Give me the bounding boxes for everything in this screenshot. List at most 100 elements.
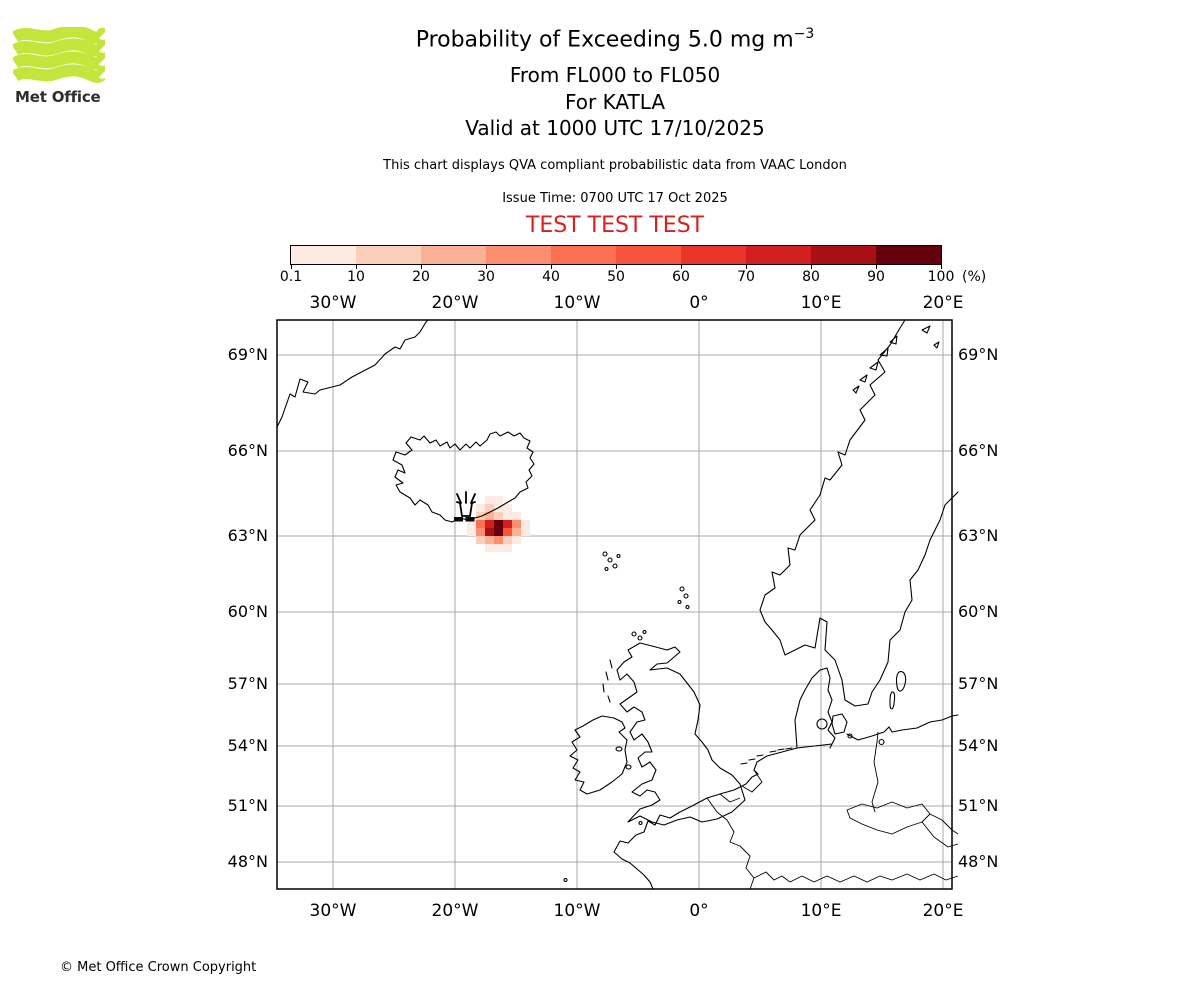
- graticule: [277, 320, 952, 889]
- plume-cell: [503, 528, 512, 536]
- lat-label: 48°N: [227, 852, 268, 871]
- colorbar-tick-label: 10: [347, 269, 365, 285]
- lat-label: 54°N: [958, 736, 999, 755]
- plume-cell: [503, 536, 512, 544]
- plume-cell: [485, 496, 494, 504]
- lon-label: 20°E: [922, 293, 964, 313]
- plume-cell: [485, 536, 494, 544]
- lat-label: 63°N: [958, 526, 999, 545]
- plume-cell: [485, 504, 494, 512]
- plume-cell: [512, 520, 521, 528]
- colorbar-tick: [421, 265, 422, 269]
- colorbar-tick-label: 70: [737, 269, 755, 285]
- copyright-notice: © Met Office Crown Copyright: [60, 960, 257, 975]
- met-office-logo-text: Met Office: [15, 88, 101, 106]
- plume-cell: [503, 520, 512, 528]
- lon-label: 10°E: [800, 293, 842, 313]
- plume-cell: [512, 536, 521, 544]
- colorbar-segment: [811, 246, 876, 264]
- colorbar-segment: [291, 246, 356, 264]
- plume-cell: [512, 512, 521, 520]
- lat-label: 69°N: [227, 345, 268, 364]
- subtitle-valid-time: Valid at 1000 UTC 17/10/2025: [465, 116, 765, 140]
- probability-colorbar: [290, 245, 942, 265]
- plume-cell: [485, 528, 494, 536]
- coastline-greenland: [276, 319, 429, 428]
- lon-label: 30°W: [309, 293, 357, 313]
- plume-cell: [494, 512, 503, 520]
- colorbar-segment: [551, 246, 616, 264]
- colorbar-tick-label: 80: [802, 269, 820, 285]
- colorbar-segment: [616, 246, 681, 264]
- lon-label: 20°E: [922, 901, 964, 921]
- colorbar-tick: [681, 265, 682, 269]
- plume-cell: [494, 528, 503, 536]
- lat-label: 48°N: [958, 852, 999, 871]
- plume-cell: [521, 520, 530, 528]
- lon-label: 0°: [689, 901, 709, 921]
- coastline-british-isles: [569, 551, 746, 826]
- colorbar-segment: [876, 246, 941, 264]
- plume-cell: [494, 496, 503, 504]
- plume-cell: [485, 544, 494, 552]
- coastline-continental-europe: [563, 667, 959, 890]
- test-banner: TEST TEST TEST: [525, 213, 705, 238]
- colorbar-tick-label: 90: [867, 269, 885, 285]
- lat-label: 57°N: [227, 674, 268, 693]
- coastline-scandinavia: [759, 319, 959, 746]
- colorbar-segment: [421, 246, 486, 264]
- plume-cell: [467, 520, 476, 528]
- lon-label: 20°W: [431, 293, 479, 313]
- colorbar-tick-label: 40: [542, 269, 560, 285]
- lon-label: 10°W: [553, 901, 601, 921]
- lat-label: 60°N: [958, 602, 999, 621]
- plume-cell: [494, 520, 503, 528]
- lon-label: 0°: [689, 293, 709, 313]
- lat-label: 51°N: [958, 796, 999, 815]
- plume-cell: [494, 536, 503, 544]
- plume-cell: [503, 544, 512, 552]
- colorbar-segment: [486, 246, 551, 264]
- plume-cell: [485, 512, 494, 520]
- colorbar-tick: [941, 265, 942, 269]
- plume-cell: [521, 528, 530, 536]
- colorbar-tick-label: 0.1: [279, 269, 303, 285]
- page-title: Probability of Exceeding 5.0 mg m−3: [415, 26, 815, 53]
- ash-probability-plume: [467, 496, 530, 552]
- map-canvas: [276, 319, 959, 890]
- map-frame: [276, 319, 953, 890]
- colorbar-tick: [551, 265, 552, 269]
- volcano-icon: [454, 491, 476, 522]
- lat-label: 69°N: [958, 345, 999, 364]
- lon-label: 10°E: [800, 901, 842, 921]
- subtitle-flight-levels: From FL000 to FL050: [509, 63, 721, 87]
- colorbar-segment: [746, 246, 811, 264]
- lat-label: 66°N: [958, 441, 999, 460]
- colorbar-tick-label: 30: [477, 269, 495, 285]
- plume-cell: [503, 512, 512, 520]
- colorbar-tick: [811, 265, 812, 269]
- plume-cell: [485, 520, 494, 528]
- lon-label: 10°W: [553, 293, 601, 313]
- colorbar-segment: [356, 246, 421, 264]
- met-office-logo-waves-icon: [13, 27, 105, 83]
- plume-cell: [476, 520, 485, 528]
- lat-label: 60°N: [227, 602, 268, 621]
- lon-label: 30°W: [309, 901, 357, 921]
- lat-label: 63°N: [227, 526, 268, 545]
- lat-label: 54°N: [227, 736, 268, 755]
- title-exponent: −3: [793, 26, 815, 42]
- colorbar-tick: [876, 265, 877, 269]
- colorbar-tick: [291, 265, 292, 269]
- plume-cell: [476, 536, 485, 544]
- coastline-iceland: [392, 431, 535, 523]
- colorbar-tick: [616, 265, 617, 269]
- subtitle-volcano: For KATLA: [565, 90, 665, 114]
- lon-label: 20°W: [431, 901, 479, 921]
- colorbar-tick: [746, 265, 747, 269]
- colorbar-tick-label: 60: [672, 269, 690, 285]
- colorbar-tick-label: 50: [607, 269, 625, 285]
- plume-cell: [494, 544, 503, 552]
- colorbar-tick-label: 100: [927, 269, 955, 285]
